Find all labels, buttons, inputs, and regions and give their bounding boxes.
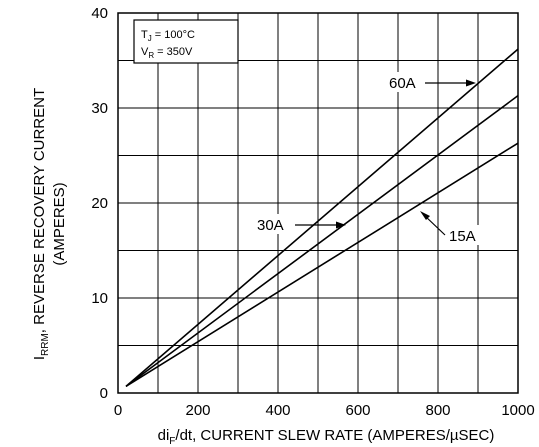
x-tick-label: 400 xyxy=(265,402,290,419)
y-axis-title-line2: (AMPERES) xyxy=(51,182,68,265)
x-axis-title: diF/dt, CURRENT SLEW RATE (AMPERES/µSEC) xyxy=(158,427,495,447)
x-tick-label: 800 xyxy=(425,402,450,419)
vr-condition: VR = 350V xyxy=(141,46,193,60)
label-15a: 15A xyxy=(449,228,476,245)
annotation-60a: 60A xyxy=(387,72,476,92)
plot-frame xyxy=(117,12,519,394)
grid xyxy=(118,13,518,393)
y-tick-label: 10 xyxy=(91,290,108,307)
series-line-60a xyxy=(125,48,519,387)
y-axis-title-line1: IRRM, REVERSE RECOVERY CURRENT xyxy=(31,88,51,360)
tj-condition: TJ = 100°C xyxy=(141,29,195,43)
tick-labels: 0 200 400 600 800 1000 0 10 20 30 40 xyxy=(91,5,534,419)
series-line-15a xyxy=(125,142,519,388)
x-tick-label: 0 xyxy=(114,402,122,419)
series-group xyxy=(125,48,519,388)
x-tick-label: 600 xyxy=(345,402,370,419)
y-tick-label: 30 xyxy=(91,100,108,117)
y-axis-title: IRRM, REVERSE RECOVERY CURRENT (AMPERES) xyxy=(31,88,68,360)
y-tick-label: 0 xyxy=(100,385,108,402)
annotation-30a: 30A xyxy=(255,214,346,234)
y-tick-label: 20 xyxy=(91,195,108,212)
label-60a: 60A xyxy=(389,75,416,92)
annotation-15a: 15A xyxy=(420,211,483,245)
label-30a: 30A xyxy=(257,217,284,234)
x-tick-label: 1000 xyxy=(501,402,534,419)
x-tick-label: 200 xyxy=(185,402,210,419)
conditions-box: TJ = 100°C VR = 350V xyxy=(133,19,239,64)
series-line-30a xyxy=(125,95,519,387)
y-tick-label: 40 xyxy=(91,5,108,22)
